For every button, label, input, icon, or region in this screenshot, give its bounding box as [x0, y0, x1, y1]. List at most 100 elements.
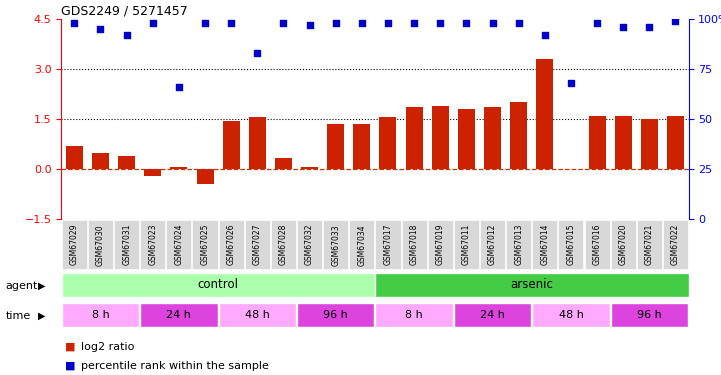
Text: GSM67016: GSM67016	[593, 224, 601, 266]
Bar	[353, 124, 371, 169]
Text: GSM67034: GSM67034	[358, 224, 366, 266]
Text: 8 h: 8 h	[405, 310, 423, 320]
FancyBboxPatch shape	[454, 220, 479, 269]
Text: GSM67018: GSM67018	[410, 224, 419, 266]
Bar	[170, 167, 187, 169]
Bar	[510, 102, 527, 169]
Point	[121, 32, 133, 38]
Text: GSM67028: GSM67028	[279, 224, 288, 266]
Bar	[301, 166, 318, 169]
FancyBboxPatch shape	[167, 220, 192, 269]
Point	[278, 20, 289, 26]
Point	[226, 20, 237, 26]
Bar	[144, 169, 162, 176]
FancyBboxPatch shape	[244, 220, 270, 269]
Point	[356, 20, 368, 26]
Text: GSM67015: GSM67015	[567, 224, 575, 266]
FancyBboxPatch shape	[663, 220, 688, 269]
FancyBboxPatch shape	[62, 303, 139, 327]
FancyBboxPatch shape	[376, 273, 689, 297]
Point	[461, 20, 472, 26]
Bar	[458, 109, 475, 169]
Point	[408, 20, 420, 26]
Text: GSM67031: GSM67031	[122, 224, 131, 266]
Text: GSM67013: GSM67013	[514, 224, 523, 266]
Point	[644, 24, 655, 30]
Bar	[327, 124, 344, 169]
Text: ■: ■	[65, 361, 76, 370]
FancyBboxPatch shape	[140, 303, 218, 327]
Text: GSM67030: GSM67030	[96, 224, 105, 266]
FancyBboxPatch shape	[140, 220, 165, 269]
Text: ▶: ▶	[38, 281, 45, 291]
Text: GSM67021: GSM67021	[645, 224, 654, 266]
Bar	[249, 117, 266, 169]
Text: 96 h: 96 h	[637, 310, 662, 320]
Point	[513, 20, 524, 26]
FancyBboxPatch shape	[428, 220, 453, 269]
FancyBboxPatch shape	[88, 220, 113, 269]
FancyBboxPatch shape	[62, 273, 376, 297]
Text: percentile rank within the sample: percentile rank within the sample	[81, 361, 269, 370]
Text: GSM67014: GSM67014	[540, 224, 549, 266]
Text: GSM67027: GSM67027	[253, 224, 262, 266]
Point	[304, 22, 315, 28]
Bar	[197, 169, 213, 184]
Text: 8 h: 8 h	[92, 310, 110, 320]
Text: GSM67011: GSM67011	[462, 224, 471, 266]
FancyBboxPatch shape	[611, 220, 636, 269]
Text: GSM67017: GSM67017	[384, 224, 392, 266]
Point	[330, 20, 342, 26]
Text: 24 h: 24 h	[480, 310, 505, 320]
FancyBboxPatch shape	[349, 220, 374, 269]
Bar	[641, 119, 658, 169]
Text: log2 ratio: log2 ratio	[81, 342, 134, 352]
Bar	[562, 168, 580, 169]
Bar	[66, 146, 83, 169]
FancyBboxPatch shape	[454, 303, 531, 327]
FancyBboxPatch shape	[323, 220, 348, 269]
Point	[565, 80, 577, 86]
Point	[670, 18, 681, 24]
Point	[94, 26, 106, 32]
Bar	[275, 158, 292, 169]
Bar	[118, 156, 135, 169]
Point	[487, 20, 498, 26]
FancyBboxPatch shape	[585, 220, 610, 269]
Text: 96 h: 96 h	[323, 310, 348, 320]
FancyBboxPatch shape	[637, 220, 662, 269]
Text: GSM67020: GSM67020	[619, 224, 628, 266]
FancyBboxPatch shape	[271, 220, 296, 269]
Point	[539, 32, 551, 38]
FancyBboxPatch shape	[532, 220, 557, 269]
Text: GSM67019: GSM67019	[435, 224, 445, 266]
Text: GSM67025: GSM67025	[200, 224, 210, 266]
Text: agent: agent	[6, 281, 38, 291]
Text: 24 h: 24 h	[167, 310, 191, 320]
Point	[617, 24, 629, 30]
FancyBboxPatch shape	[558, 220, 583, 269]
FancyBboxPatch shape	[376, 220, 401, 269]
FancyBboxPatch shape	[480, 220, 505, 269]
Point	[147, 20, 159, 26]
FancyBboxPatch shape	[114, 220, 139, 269]
Text: GSM67023: GSM67023	[149, 224, 157, 266]
Point	[173, 84, 185, 90]
Text: GSM67012: GSM67012	[488, 224, 497, 266]
Bar	[484, 107, 501, 169]
FancyBboxPatch shape	[506, 220, 531, 269]
Bar	[223, 121, 239, 169]
Text: GSM67024: GSM67024	[174, 224, 183, 266]
FancyBboxPatch shape	[218, 303, 296, 327]
FancyBboxPatch shape	[193, 220, 218, 269]
Text: GSM67032: GSM67032	[305, 224, 314, 266]
Point	[435, 20, 446, 26]
FancyBboxPatch shape	[297, 303, 374, 327]
Text: GSM67029: GSM67029	[70, 224, 79, 266]
Text: ■: ■	[65, 342, 76, 352]
Text: time: time	[6, 311, 31, 321]
FancyBboxPatch shape	[611, 303, 688, 327]
FancyBboxPatch shape	[297, 220, 322, 269]
FancyBboxPatch shape	[218, 220, 244, 269]
Point	[252, 50, 263, 56]
